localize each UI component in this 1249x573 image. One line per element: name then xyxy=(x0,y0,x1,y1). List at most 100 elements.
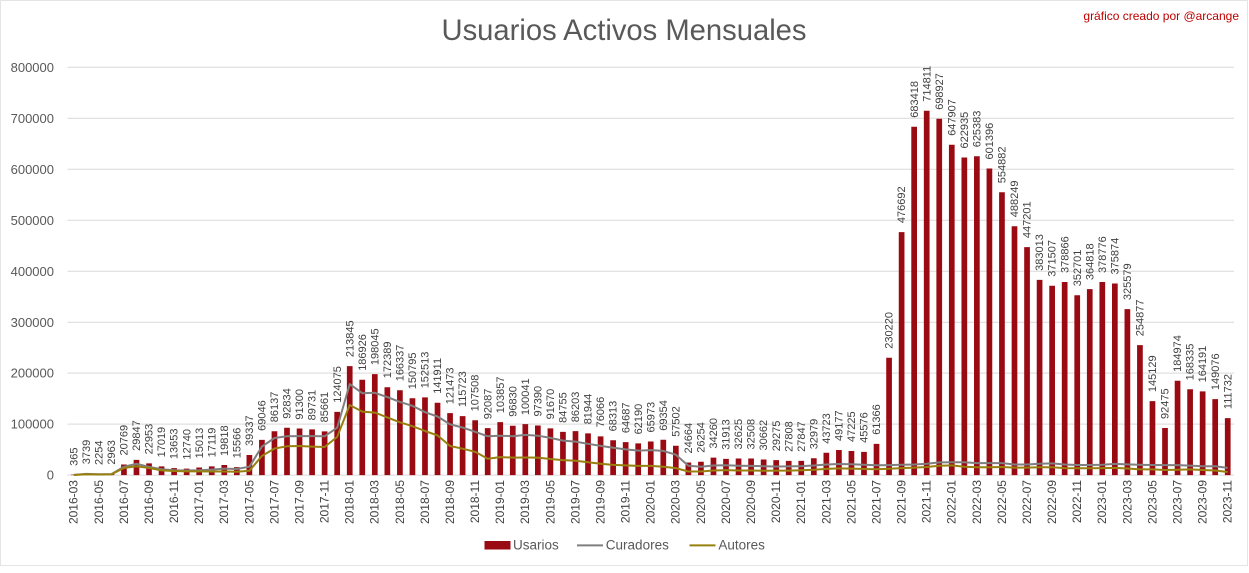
svg-text:Usarios: Usarios xyxy=(513,538,559,553)
svg-text:2019-11: 2019-11 xyxy=(619,480,633,523)
svg-text:26254: 26254 xyxy=(696,422,708,453)
svg-text:17119: 17119 xyxy=(206,428,218,458)
svg-text:81944: 81944 xyxy=(583,394,595,425)
svg-text:378866: 378866 xyxy=(1059,236,1071,273)
svg-text:103857: 103857 xyxy=(495,376,507,413)
svg-text:3739: 3739 xyxy=(81,440,93,464)
svg-text:2022-07: 2022-07 xyxy=(1020,480,1034,524)
svg-text:2023-11: 2023-11 xyxy=(1221,480,1235,523)
svg-text:2019-09: 2019-09 xyxy=(594,480,608,524)
svg-text:2020-03: 2020-03 xyxy=(669,480,683,524)
svg-text:91300: 91300 xyxy=(294,389,306,420)
svg-text:2017-03: 2017-03 xyxy=(217,480,231,524)
svg-text:64687: 64687 xyxy=(620,403,632,434)
svg-text:19818: 19818 xyxy=(219,425,231,456)
svg-text:152513: 152513 xyxy=(420,352,432,389)
svg-text:2019-07: 2019-07 xyxy=(568,480,582,524)
svg-text:186926: 186926 xyxy=(357,334,369,371)
svg-text:150795: 150795 xyxy=(407,352,419,389)
svg-text:400000: 400000 xyxy=(11,264,54,279)
svg-text:2023-05: 2023-05 xyxy=(1145,480,1159,524)
svg-text:Autores: Autores xyxy=(718,538,765,553)
svg-text:2022-05: 2022-05 xyxy=(995,480,1009,524)
svg-text:383013: 383013 xyxy=(1034,234,1046,271)
svg-text:601396: 601396 xyxy=(984,123,996,160)
svg-text:65973: 65973 xyxy=(645,402,657,433)
svg-text:2019-05: 2019-05 xyxy=(543,480,557,524)
svg-text:371507: 371507 xyxy=(1047,240,1059,277)
svg-text:200000: 200000 xyxy=(11,366,54,381)
svg-text:61366: 61366 xyxy=(871,404,883,435)
svg-text:2022-03: 2022-03 xyxy=(970,480,984,524)
svg-text:2016-05: 2016-05 xyxy=(92,480,106,524)
svg-text:29847: 29847 xyxy=(131,420,143,451)
svg-text:375874: 375874 xyxy=(1109,238,1121,275)
svg-text:2021-07: 2021-07 xyxy=(869,480,883,524)
svg-text:2022-11: 2022-11 xyxy=(1070,480,1084,523)
svg-text:15013: 15013 xyxy=(194,428,206,459)
svg-text:22953: 22953 xyxy=(144,424,156,455)
svg-text:600000: 600000 xyxy=(11,162,54,177)
svg-text:198045: 198045 xyxy=(369,328,381,365)
svg-text:149076: 149076 xyxy=(1210,353,1222,390)
svg-text:2023-03: 2023-03 xyxy=(1120,480,1134,524)
svg-text:365: 365 xyxy=(68,448,80,466)
svg-text:107508: 107508 xyxy=(470,375,482,412)
svg-text:124075: 124075 xyxy=(332,366,344,403)
svg-text:32979: 32979 xyxy=(808,419,820,450)
svg-text:2023-07: 2023-07 xyxy=(1171,480,1185,524)
svg-text:2018-01: 2018-01 xyxy=(343,480,357,524)
svg-text:2017-09: 2017-09 xyxy=(292,480,306,524)
svg-text:254877: 254877 xyxy=(1135,299,1147,336)
svg-text:2017-01: 2017-01 xyxy=(192,480,206,524)
svg-text:2021-09: 2021-09 xyxy=(895,480,909,524)
svg-text:24664: 24664 xyxy=(683,423,695,454)
svg-text:325579: 325579 xyxy=(1122,263,1134,300)
svg-text:2017-07: 2017-07 xyxy=(267,480,281,524)
svg-text:43723: 43723 xyxy=(821,413,833,444)
svg-text:111732: 111732 xyxy=(1222,374,1234,409)
svg-text:17019: 17019 xyxy=(156,427,168,458)
svg-text:12740: 12740 xyxy=(181,429,193,460)
svg-text:100041: 100041 xyxy=(520,378,532,415)
svg-text:97390: 97390 xyxy=(533,386,545,417)
svg-text:39337: 39337 xyxy=(244,415,256,446)
svg-text:86203: 86203 xyxy=(570,392,582,423)
svg-text:488249: 488249 xyxy=(1009,180,1021,217)
svg-text:2023-09: 2023-09 xyxy=(1196,480,1210,524)
svg-text:2021-11: 2021-11 xyxy=(920,480,934,523)
svg-text:166337: 166337 xyxy=(395,345,407,382)
svg-text:714811: 714811 xyxy=(921,66,933,102)
svg-text:2020-05: 2020-05 xyxy=(694,480,708,524)
svg-text:800000: 800000 xyxy=(11,60,54,75)
svg-text:91670: 91670 xyxy=(545,389,557,420)
svg-text:2019-03: 2019-03 xyxy=(518,480,532,524)
svg-text:2963: 2963 xyxy=(106,440,118,464)
svg-text:2018-03: 2018-03 xyxy=(368,480,382,524)
svg-text:27808: 27808 xyxy=(783,421,795,452)
svg-text:230220: 230220 xyxy=(884,312,896,349)
svg-text:2017-05: 2017-05 xyxy=(242,480,256,524)
svg-text:13653: 13653 xyxy=(169,429,181,460)
svg-text:31913: 31913 xyxy=(721,419,733,450)
svg-text:184974: 184974 xyxy=(1172,335,1184,372)
svg-text:2022-09: 2022-09 xyxy=(1045,480,1059,524)
svg-text:2018-11: 2018-11 xyxy=(468,480,482,523)
svg-text:68313: 68313 xyxy=(608,401,620,432)
svg-text:92087: 92087 xyxy=(482,389,494,420)
svg-text:2016-09: 2016-09 xyxy=(142,480,156,524)
svg-text:gráfico creado por @arcange: gráfico creado por @arcange xyxy=(1083,9,1239,23)
svg-text:2020-11: 2020-11 xyxy=(769,480,783,523)
svg-text:2018-05: 2018-05 xyxy=(393,480,407,524)
svg-text:2021-03: 2021-03 xyxy=(819,480,833,524)
svg-text:32625: 32625 xyxy=(733,419,745,450)
svg-text:2020-07: 2020-07 xyxy=(719,480,733,524)
svg-text:84755: 84755 xyxy=(558,392,570,423)
svg-text:92834: 92834 xyxy=(282,388,294,419)
svg-text:378776: 378776 xyxy=(1097,236,1109,273)
svg-text:96830: 96830 xyxy=(507,386,519,417)
svg-text:2254: 2254 xyxy=(94,441,106,465)
svg-text:168335: 168335 xyxy=(1185,344,1197,381)
svg-text:476692: 476692 xyxy=(896,186,908,223)
svg-text:62190: 62190 xyxy=(633,404,645,435)
